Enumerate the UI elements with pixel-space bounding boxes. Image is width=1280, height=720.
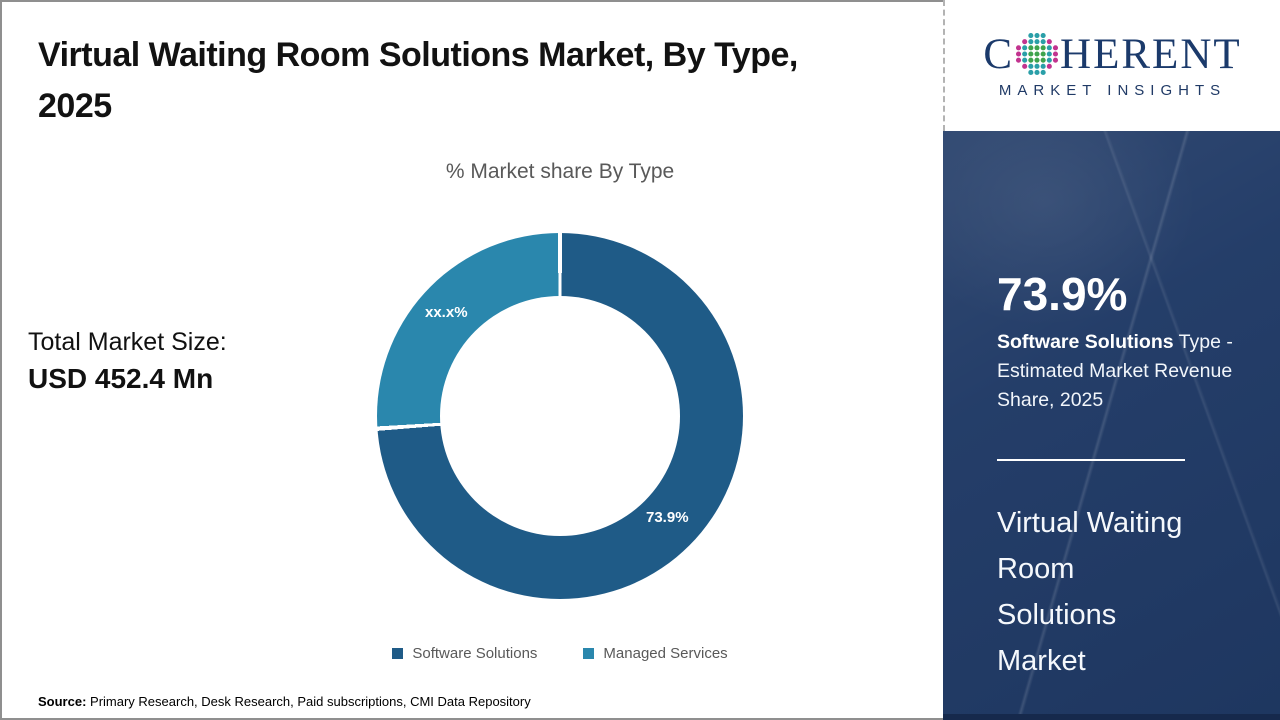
legend-label: Software Solutions [412,645,538,662]
total-market-value: USD 452.4 Mn [28,362,214,394]
source-text: Primary Research, Desk Research, Paid su… [86,694,531,709]
highlight-sidebar: 73.9% Software Solutions Type - Estimate… [943,131,1280,720]
sidebar-stat-rest: Type - Estimated Market Revenue Share, 2… [997,330,1233,412]
chart-title: % Market share By Type [445,160,675,183]
main-panel: Virtual Waiting Room Solutions Market, B… [28,36,930,709]
slice-label-managed-services: xx.x% [425,304,468,321]
sidebar-stat-value: 73.9% [997,268,1128,320]
globe-icon [1016,32,1059,76]
slice-label-software-solutions: 73.9% [646,509,689,526]
brand-rest: HERENT [1060,30,1242,78]
legend-label: Managed Services [603,645,728,662]
source-label: Source: [38,694,87,709]
source-note: Source: Primary Research, Desk Research,… [38,694,531,709]
brand-logo: C HERENT MARKET INSIGHTS [943,0,1280,131]
legend-swatch-software-solutions [392,648,404,659]
total-market-callout: Total Market Size: USD 452.4 Mn [28,326,227,398]
total-market-label: Total Market Size: [28,328,227,356]
brand-subtitle: MARKET INSIGHTS [998,82,1227,99]
sidebar-stat-highlight: Software Solutions [997,330,1174,353]
donut-chart: 73.9% xx.x% [377,233,743,599]
brand-wordmark: C HERENT [983,32,1241,76]
page-title: Virtual Waiting Room Solutions Market, B… [38,36,798,125]
brand-first-letter: C [983,30,1015,78]
legend-item-software-solutions: Software Solutions [392,645,537,662]
sidebar-stat-description: Software Solutions Type - Estimated Mark… [997,328,1259,416]
legend-swatch-managed-services [583,648,595,659]
donut-hole [440,296,680,536]
chart-legend: Software Solutions Managed Services [190,645,930,662]
sidebar-divider [997,459,1185,462]
legend-item-managed-services: Managed Services [583,645,728,662]
sidebar-bottom-strip [943,714,1280,720]
sidebar-market-title: Virtual Waiting Room Solutions Market [997,507,1183,677]
